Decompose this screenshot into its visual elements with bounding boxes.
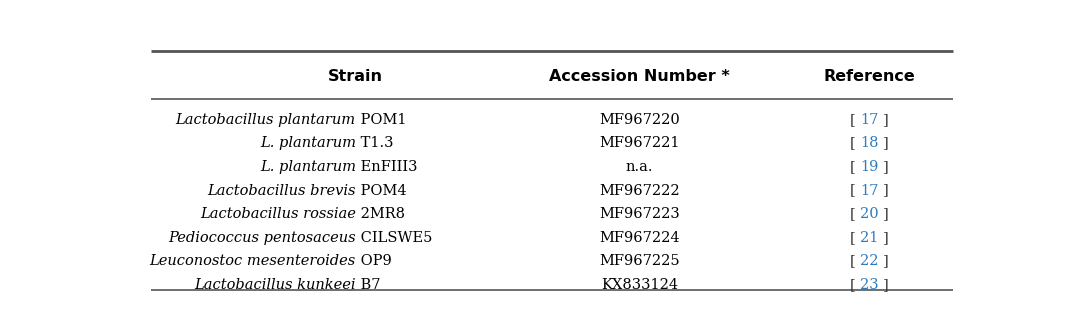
Text: Lactobacillus rossiae: Lactobacillus rossiae bbox=[200, 207, 355, 221]
Text: 17: 17 bbox=[859, 183, 879, 198]
Text: Strain: Strain bbox=[328, 69, 383, 84]
Text: Reference: Reference bbox=[823, 69, 915, 84]
Text: 20: 20 bbox=[859, 207, 879, 221]
Text: OP9: OP9 bbox=[355, 254, 392, 268]
Text: ]: ] bbox=[882, 254, 889, 268]
Text: 19: 19 bbox=[859, 160, 879, 174]
Text: MF967222: MF967222 bbox=[599, 183, 680, 198]
Text: KX833124: KX833124 bbox=[601, 278, 679, 292]
Text: POM4: POM4 bbox=[355, 183, 406, 198]
Text: Accession Number *: Accession Number * bbox=[549, 69, 730, 84]
Text: ]: ] bbox=[882, 278, 889, 292]
Text: [: [ bbox=[850, 136, 856, 150]
Text: 18: 18 bbox=[859, 136, 879, 150]
Text: Lactobacillus plantarum: Lactobacillus plantarum bbox=[176, 113, 355, 127]
Text: [: [ bbox=[850, 113, 856, 127]
Text: ]: ] bbox=[882, 231, 889, 245]
Text: 2MR8: 2MR8 bbox=[355, 207, 405, 221]
Text: [: [ bbox=[850, 278, 856, 292]
Text: POM1: POM1 bbox=[355, 113, 406, 127]
Text: Leuconostoc mesenteroides: Leuconostoc mesenteroides bbox=[150, 254, 355, 268]
Text: Lactobacillus brevis: Lactobacillus brevis bbox=[207, 183, 355, 198]
Text: ]: ] bbox=[882, 183, 889, 198]
Text: MF967223: MF967223 bbox=[599, 207, 680, 221]
Text: MF967225: MF967225 bbox=[599, 254, 680, 268]
Text: ]: ] bbox=[882, 136, 889, 150]
Text: [: [ bbox=[850, 254, 856, 268]
Text: L. plantarum: L. plantarum bbox=[260, 160, 355, 174]
Text: EnFIII3: EnFIII3 bbox=[355, 160, 417, 174]
Text: [: [ bbox=[850, 183, 856, 198]
Text: ]: ] bbox=[882, 113, 889, 127]
Text: ]: ] bbox=[882, 207, 889, 221]
Text: Lactobacillus kunkeei: Lactobacillus kunkeei bbox=[194, 278, 355, 292]
Text: [: [ bbox=[850, 231, 856, 245]
Text: Pediococcus pentosaceus: Pediococcus pentosaceus bbox=[168, 231, 355, 245]
Text: MF967220: MF967220 bbox=[599, 113, 680, 127]
Text: n.a.: n.a. bbox=[626, 160, 654, 174]
Text: 22: 22 bbox=[859, 254, 879, 268]
Text: 17: 17 bbox=[859, 113, 879, 127]
Text: [: [ bbox=[850, 207, 856, 221]
Text: [: [ bbox=[850, 160, 856, 174]
Text: ]: ] bbox=[882, 160, 889, 174]
Text: MF967221: MF967221 bbox=[600, 136, 680, 150]
Text: 23: 23 bbox=[859, 278, 879, 292]
Text: MF967224: MF967224 bbox=[599, 231, 680, 245]
Text: B7: B7 bbox=[355, 278, 380, 292]
Text: T1.3: T1.3 bbox=[355, 136, 393, 150]
Text: L. plantarum: L. plantarum bbox=[260, 136, 355, 150]
Text: 21: 21 bbox=[859, 231, 879, 245]
Text: CILSWE5: CILSWE5 bbox=[355, 231, 432, 245]
